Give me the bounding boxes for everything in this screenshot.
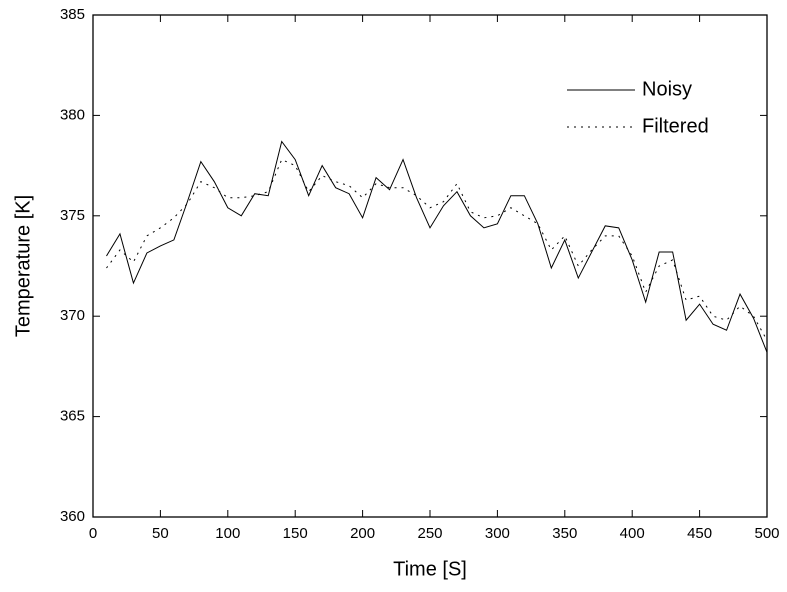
- x-axis-label: Time [S]: [393, 558, 467, 580]
- x-tick-label: 300: [485, 525, 510, 542]
- line-filtered: [106, 158, 768, 341]
- x-tick-label: 450: [687, 525, 712, 542]
- y-tick-label: 370: [60, 307, 85, 324]
- x-tick-label: 0: [89, 525, 97, 542]
- x-tick-label: 150: [283, 525, 308, 542]
- x-tick-label: 500: [754, 525, 779, 542]
- legend-label: Filtered: [642, 115, 709, 137]
- x-tick-label: 200: [350, 525, 375, 542]
- x-tick-label: 50: [152, 525, 169, 542]
- y-tick-label: 360: [60, 508, 85, 525]
- y-tick-label: 365: [60, 408, 85, 425]
- line-noisy: [106, 140, 768, 353]
- legend-label: Noisy: [642, 78, 692, 100]
- x-tick-label: 400: [620, 525, 645, 542]
- y-tick-label: 385: [60, 6, 85, 23]
- y-axis-label: Temperature [K]: [12, 195, 34, 337]
- y-tick-label: 380: [60, 106, 85, 123]
- x-tick-label: 250: [417, 525, 442, 542]
- y-tick-label: 375: [60, 207, 85, 224]
- x-tick-label: 100: [215, 525, 240, 542]
- x-tick-label: 350: [552, 525, 577, 542]
